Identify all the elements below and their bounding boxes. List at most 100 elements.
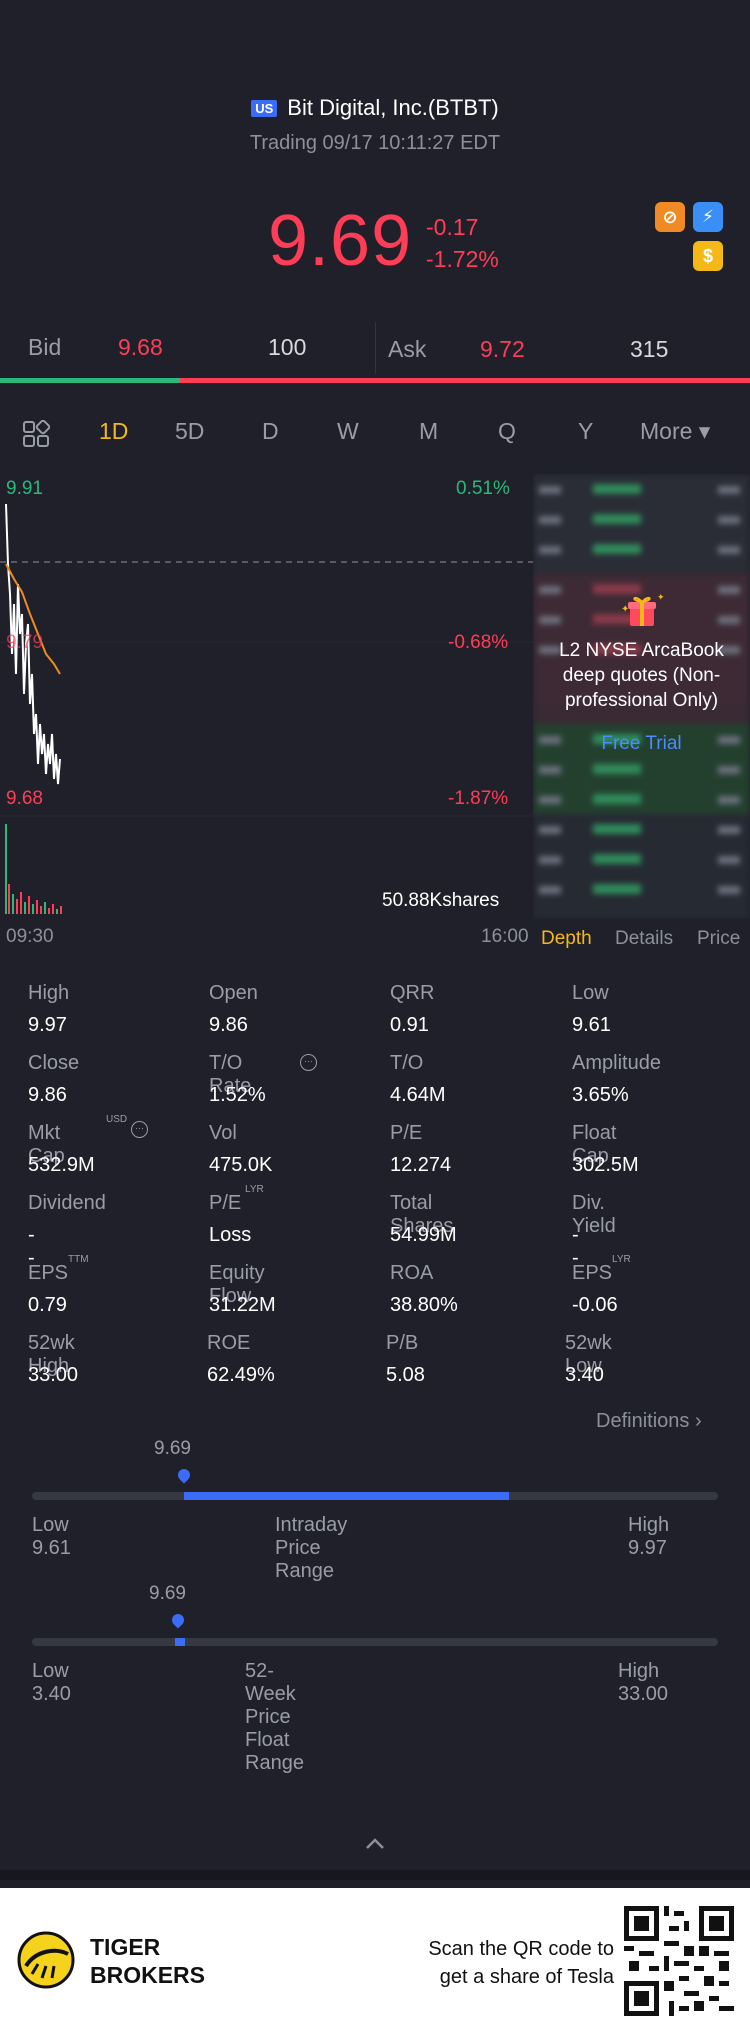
stat-label: Equity Flow <box>209 1262 265 1307</box>
tab-price[interactable]: Price <box>697 928 741 949</box>
stat-label: ROE <box>207 1332 251 1354</box>
tab-w[interactable]: W <box>337 418 359 444</box>
ask-label: Ask <box>388 336 427 362</box>
week52-marker <box>169 1611 187 1629</box>
stat-value: 3.65% <box>572 1084 629 1106</box>
to-rate-info-icon[interactable]: ··· <box>300 1054 317 1071</box>
lyr-superscript: LYR <box>612 1254 631 1265</box>
cta-line1: Scan the QR code to <box>428 1938 614 1960</box>
definitions-label: Definitions <box>596 1410 690 1432</box>
stat-value: 54.99M <box>390 1224 457 1246</box>
svg-text:✦: ✦ <box>657 592 665 602</box>
intraday-chart[interactable]: 9.91 0.51% 9.79 -0.68% 9.68 -1.87% 50.88… <box>0 474 533 947</box>
tab-y[interactable]: Y <box>578 418 594 444</box>
stat-value: -- <box>572 1224 579 1269</box>
stat-value: 4.64M <box>390 1084 446 1106</box>
stat-label: Mkt Cap <box>28 1122 65 1167</box>
stat-value: 9.86 <box>209 1014 248 1036</box>
tab-5d[interactable]: 5D <box>175 418 205 444</box>
definitions-link[interactable]: Definitions › <box>596 1410 702 1433</box>
week52-fill <box>175 1638 185 1646</box>
intraday-title: Intraday Price Range <box>275 1514 348 1582</box>
qr-code-icon <box>624 1906 734 2016</box>
week52-title: 52-Week Price Float Range <box>245 1660 304 1774</box>
ask-size: 315 <box>630 336 669 362</box>
stat-value: 31.22M <box>209 1294 276 1316</box>
lyr-superscript: LYR <box>245 1184 264 1195</box>
volume-bars <box>5 824 62 914</box>
title-row: US Bit Digital, Inc.(BTBT) <box>0 90 750 126</box>
stat-label: Vol <box>209 1122 237 1144</box>
stat-label: Open <box>209 982 258 1004</box>
week52-high: High 33.00 <box>618 1660 669 1705</box>
stat-label: T/O <box>390 1052 424 1074</box>
gift-icon: ✦ ✦ <box>621 592 665 626</box>
stat-value: -- <box>28 1224 35 1269</box>
ask-strength-bar <box>180 378 750 383</box>
bid-ask-divider <box>375 322 376 374</box>
stat-value: 38.80% <box>390 1294 458 1316</box>
intraday-low: Low 9.61 <box>32 1514 71 1559</box>
tab-more[interactable]: More ▾ <box>640 418 711 444</box>
chart-low-label: 9.68 <box>6 788 43 809</box>
stat-label: Div. Yield <box>572 1192 616 1237</box>
time-end: 16:00 <box>481 926 529 947</box>
stat-value: Loss <box>209 1224 252 1246</box>
stat-label: P/E <box>209 1192 242 1214</box>
volume-label: 50.88Kshares <box>382 890 500 911</box>
tab-q[interactable]: Q <box>498 418 516 444</box>
stat-value: 5.08 <box>386 1364 425 1386</box>
free-trial-link[interactable]: Free Trial <box>601 733 682 754</box>
depth-tabs: Depth Details Price <box>533 928 750 954</box>
stock-title[interactable]: Bit Digital, Inc.(BTBT) <box>287 95 499 120</box>
stat-value: 532.9M <box>28 1154 95 1176</box>
stat-value: 12.274 <box>390 1154 452 1176</box>
stat-label: ROA <box>390 1262 434 1284</box>
stat-value: 1.52% <box>209 1084 266 1106</box>
bid-ask-bar: Bid 9.68 100 Ask 9.72 315 <box>0 318 750 378</box>
intraday-marker-value: 9.69 <box>154 1438 191 1459</box>
ttm-superscript: TTM <box>68 1254 89 1265</box>
stat-label: P/E <box>390 1122 423 1144</box>
tab-details[interactable]: Details <box>615 928 674 949</box>
chart-mid-label: 9.79 <box>6 632 43 653</box>
stat-value: 475.0K <box>209 1154 273 1176</box>
stat-value: 62.49% <box>207 1364 275 1386</box>
cta-line2: get a share of Tesla <box>439 1966 614 1988</box>
lightning-icon[interactable]: ⚡ <box>693 202 723 232</box>
no-short-icon[interactable]: ⊘ <box>655 202 685 232</box>
brand-line1: TIGER <box>90 1934 161 1960</box>
stat-label: 52wk Low <box>565 1332 612 1377</box>
tab-d[interactable]: D <box>262 418 279 444</box>
avg-price-line <box>5 563 61 675</box>
tiger-logo-icon <box>17 1931 75 1989</box>
stat-label: Float Cap <box>572 1122 617 1167</box>
grid-view-icon[interactable] <box>22 419 51 454</box>
tab-m[interactable]: M <box>419 418 439 444</box>
stat-value: 9.97 <box>28 1014 67 1036</box>
l2-promo[interactable]: ✦ ✦ L2 NYSE ArcaBook deep quotes (Non-pr… <box>533 590 750 755</box>
chevron-up-icon[interactable] <box>363 1836 387 1857</box>
market-badge: US <box>251 99 278 117</box>
price-line <box>5 503 61 785</box>
intraday-marker <box>175 1466 193 1484</box>
chart-high-label: 9.91 <box>6 478 43 499</box>
tab-1d[interactable]: 1D <box>99 418 129 444</box>
week52-track <box>32 1638 718 1646</box>
tab-depth[interactable]: Depth <box>541 928 592 949</box>
depth-panel <box>533 474 750 919</box>
footer-banner: TIGER BROKERS Scan the QR code to get a … <box>0 1888 750 2034</box>
stat-value: 33.00 <box>28 1364 79 1386</box>
stat-label: QRR <box>390 982 435 1004</box>
blurred-depth-rows <box>533 474 750 919</box>
svg-text:✦: ✦ <box>621 604 629 615</box>
stat-value: 0.79 <box>28 1294 67 1316</box>
chart-period-tabs: 1D 5D D W M Q Y More ▾ <box>0 418 750 454</box>
stat-value: 0.91 <box>390 1014 429 1036</box>
stat-label: 52wk High <box>28 1332 75 1377</box>
stat-label: Total Shares <box>390 1192 454 1237</box>
bid-size: 100 <box>268 334 307 360</box>
time-start: 09:30 <box>6 926 54 947</box>
dollar-icon[interactable]: $ <box>693 241 723 271</box>
mkt-cap-info-icon[interactable]: ··· <box>131 1121 148 1138</box>
